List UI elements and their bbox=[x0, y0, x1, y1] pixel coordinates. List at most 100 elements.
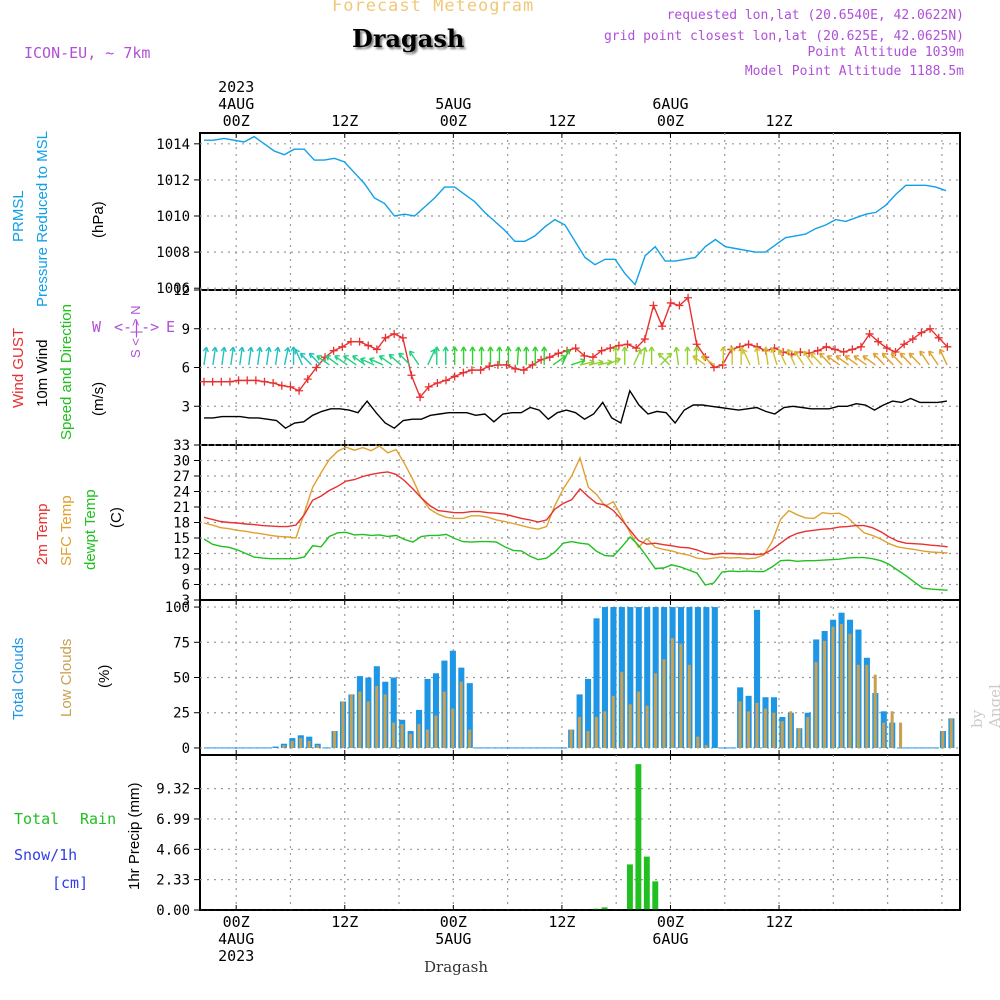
wind-gust-marker bbox=[295, 386, 304, 395]
wind-direction-arrow bbox=[352, 355, 366, 366]
wind-gust-marker bbox=[830, 345, 839, 354]
wind-direction-arrow bbox=[939, 349, 948, 366]
y-tick-label: 18 bbox=[173, 516, 190, 532]
bottom-time-tick-label: 12Z bbox=[765, 913, 793, 931]
wind-direction-arrow bbox=[257, 347, 261, 366]
y-tick-label: 3 bbox=[182, 399, 190, 415]
wind-gust-marker bbox=[917, 328, 926, 337]
wind-direction-arrowhead bbox=[853, 355, 860, 361]
low-cloud-bar bbox=[358, 691, 362, 748]
wind-direction-arrowhead bbox=[641, 346, 648, 353]
wind-gust-marker bbox=[649, 301, 658, 310]
watermark: by Angel bbox=[968, 684, 1000, 728]
wind-direction-arrowhead bbox=[693, 346, 700, 352]
rain-bar bbox=[643, 856, 650, 910]
low-cloud-bar bbox=[620, 671, 624, 748]
low-cloud-bar bbox=[366, 701, 370, 748]
wind-direction-arrowhead bbox=[872, 352, 879, 359]
total-cloud-bar bbox=[449, 650, 456, 748]
y-tick-label: 9 bbox=[182, 322, 190, 338]
wind-direction-arrowhead bbox=[541, 346, 548, 352]
wind-direction-arrowhead bbox=[729, 346, 736, 352]
model-label: ICON-EU, ~ 7km bbox=[24, 44, 151, 62]
low-cloud-bar bbox=[755, 702, 759, 748]
wind-direction-arrow bbox=[379, 355, 393, 366]
top-time-tick-label: 6AUG 00Z bbox=[652, 95, 689, 130]
y-tick-label: 2.33 bbox=[156, 873, 190, 889]
y-tick-label: 24 bbox=[173, 485, 190, 501]
low-clouds-label: Low Clouds bbox=[58, 638, 75, 717]
y-tick-label: 4.66 bbox=[156, 842, 190, 858]
wind-gust-marker bbox=[839, 348, 848, 356]
low-cloud-bar bbox=[307, 740, 311, 748]
wind-gust-marker bbox=[900, 340, 909, 349]
low-cloud-bar bbox=[332, 731, 336, 748]
low-cloud-bar bbox=[451, 708, 455, 748]
wind-direction-arrowhead bbox=[523, 346, 530, 352]
wind-gust-marker bbox=[822, 342, 831, 351]
bottom-time-tick-label: 12Z bbox=[548, 913, 576, 931]
wind-gust-marker bbox=[908, 335, 917, 344]
wind-direction-arrowhead bbox=[657, 352, 664, 359]
wind-direction-arrow bbox=[919, 350, 930, 366]
wind-direction-arrow bbox=[862, 355, 876, 366]
wind-direction-arrowhead bbox=[826, 355, 833, 361]
low-cloud-bar bbox=[839, 623, 843, 748]
low-cloud-bar bbox=[654, 673, 658, 748]
wind-unit-label: (m/s) bbox=[90, 381, 107, 416]
wind-gust-marker bbox=[666, 298, 675, 307]
pressure-line bbox=[204, 135, 947, 286]
wind-direction-arrowhead bbox=[621, 346, 628, 352]
top-time-tick-label: 2023 4AUG 00Z bbox=[218, 78, 255, 130]
wind-direction-arrow bbox=[787, 349, 796, 366]
total-cloud-bar bbox=[601, 607, 609, 748]
bottom-time-tick-label: 00Z 5AUG bbox=[435, 913, 472, 948]
wind-direction-arrow bbox=[764, 347, 769, 366]
wind-direction-arrow bbox=[597, 361, 613, 366]
wind-gust-marker bbox=[545, 353, 554, 362]
wind-direction-arrow bbox=[274, 347, 279, 366]
wind-direction-arrowhead bbox=[299, 352, 306, 359]
compass-arrows: <-|-> bbox=[114, 318, 160, 336]
total-cloud-bar bbox=[703, 607, 710, 748]
wind-direction-arrow bbox=[675, 347, 680, 366]
low-cloud-bar bbox=[459, 681, 463, 748]
low-cloud-bar bbox=[594, 716, 598, 748]
wind-direction-arrowhead bbox=[770, 347, 777, 354]
wind-direction-arrowhead bbox=[899, 352, 906, 359]
wind-direction-arrow bbox=[606, 358, 621, 366]
low-cloud-bar bbox=[780, 721, 784, 748]
wind-gust-marker bbox=[416, 393, 425, 402]
low-cloud-bar bbox=[704, 745, 708, 748]
wind-gust-marker bbox=[372, 345, 381, 354]
total-cloud-bar bbox=[585, 678, 592, 748]
station-name: Dragash bbox=[352, 24, 465, 53]
wind-direction-arrowhead bbox=[564, 348, 571, 355]
wind-direction-arrowhead bbox=[515, 346, 522, 352]
low-cloud-bar bbox=[696, 736, 700, 748]
wind-direction-arrowhead bbox=[890, 352, 897, 359]
requested-coords: requested lon,lat (20.6540E, 42.0622N) bbox=[666, 8, 964, 23]
wind-direction-arrow bbox=[890, 352, 903, 366]
top-time-tick-label: 5AUG 00Z bbox=[435, 95, 472, 130]
wind-direction-arrow bbox=[826, 355, 841, 366]
y-tick-label: 75 bbox=[173, 635, 190, 651]
wind-direction-arrowhead bbox=[612, 346, 619, 352]
total-cloud-bar bbox=[610, 607, 617, 748]
wind-direction-arrow bbox=[427, 349, 436, 366]
rain-label: Rain bbox=[80, 810, 117, 828]
low-cloud-bar bbox=[949, 718, 953, 748]
wind-direction-arrow bbox=[793, 350, 805, 366]
wind-direction-arrowhead bbox=[673, 346, 680, 353]
wind-gust-marker bbox=[554, 349, 563, 358]
total-cloud-bar bbox=[432, 673, 440, 748]
wind-direction-arrowhead bbox=[388, 353, 395, 360]
low-cloud-bar bbox=[586, 731, 590, 748]
temp-unit-label: (C) bbox=[108, 507, 125, 528]
cloud-unit-label: (%) bbox=[96, 664, 113, 688]
wind-gust-marker bbox=[623, 340, 632, 349]
wind-direction-arrowhead bbox=[352, 355, 358, 361]
low-cloud-bar bbox=[316, 745, 320, 748]
wind-direction-arrow bbox=[334, 355, 348, 366]
